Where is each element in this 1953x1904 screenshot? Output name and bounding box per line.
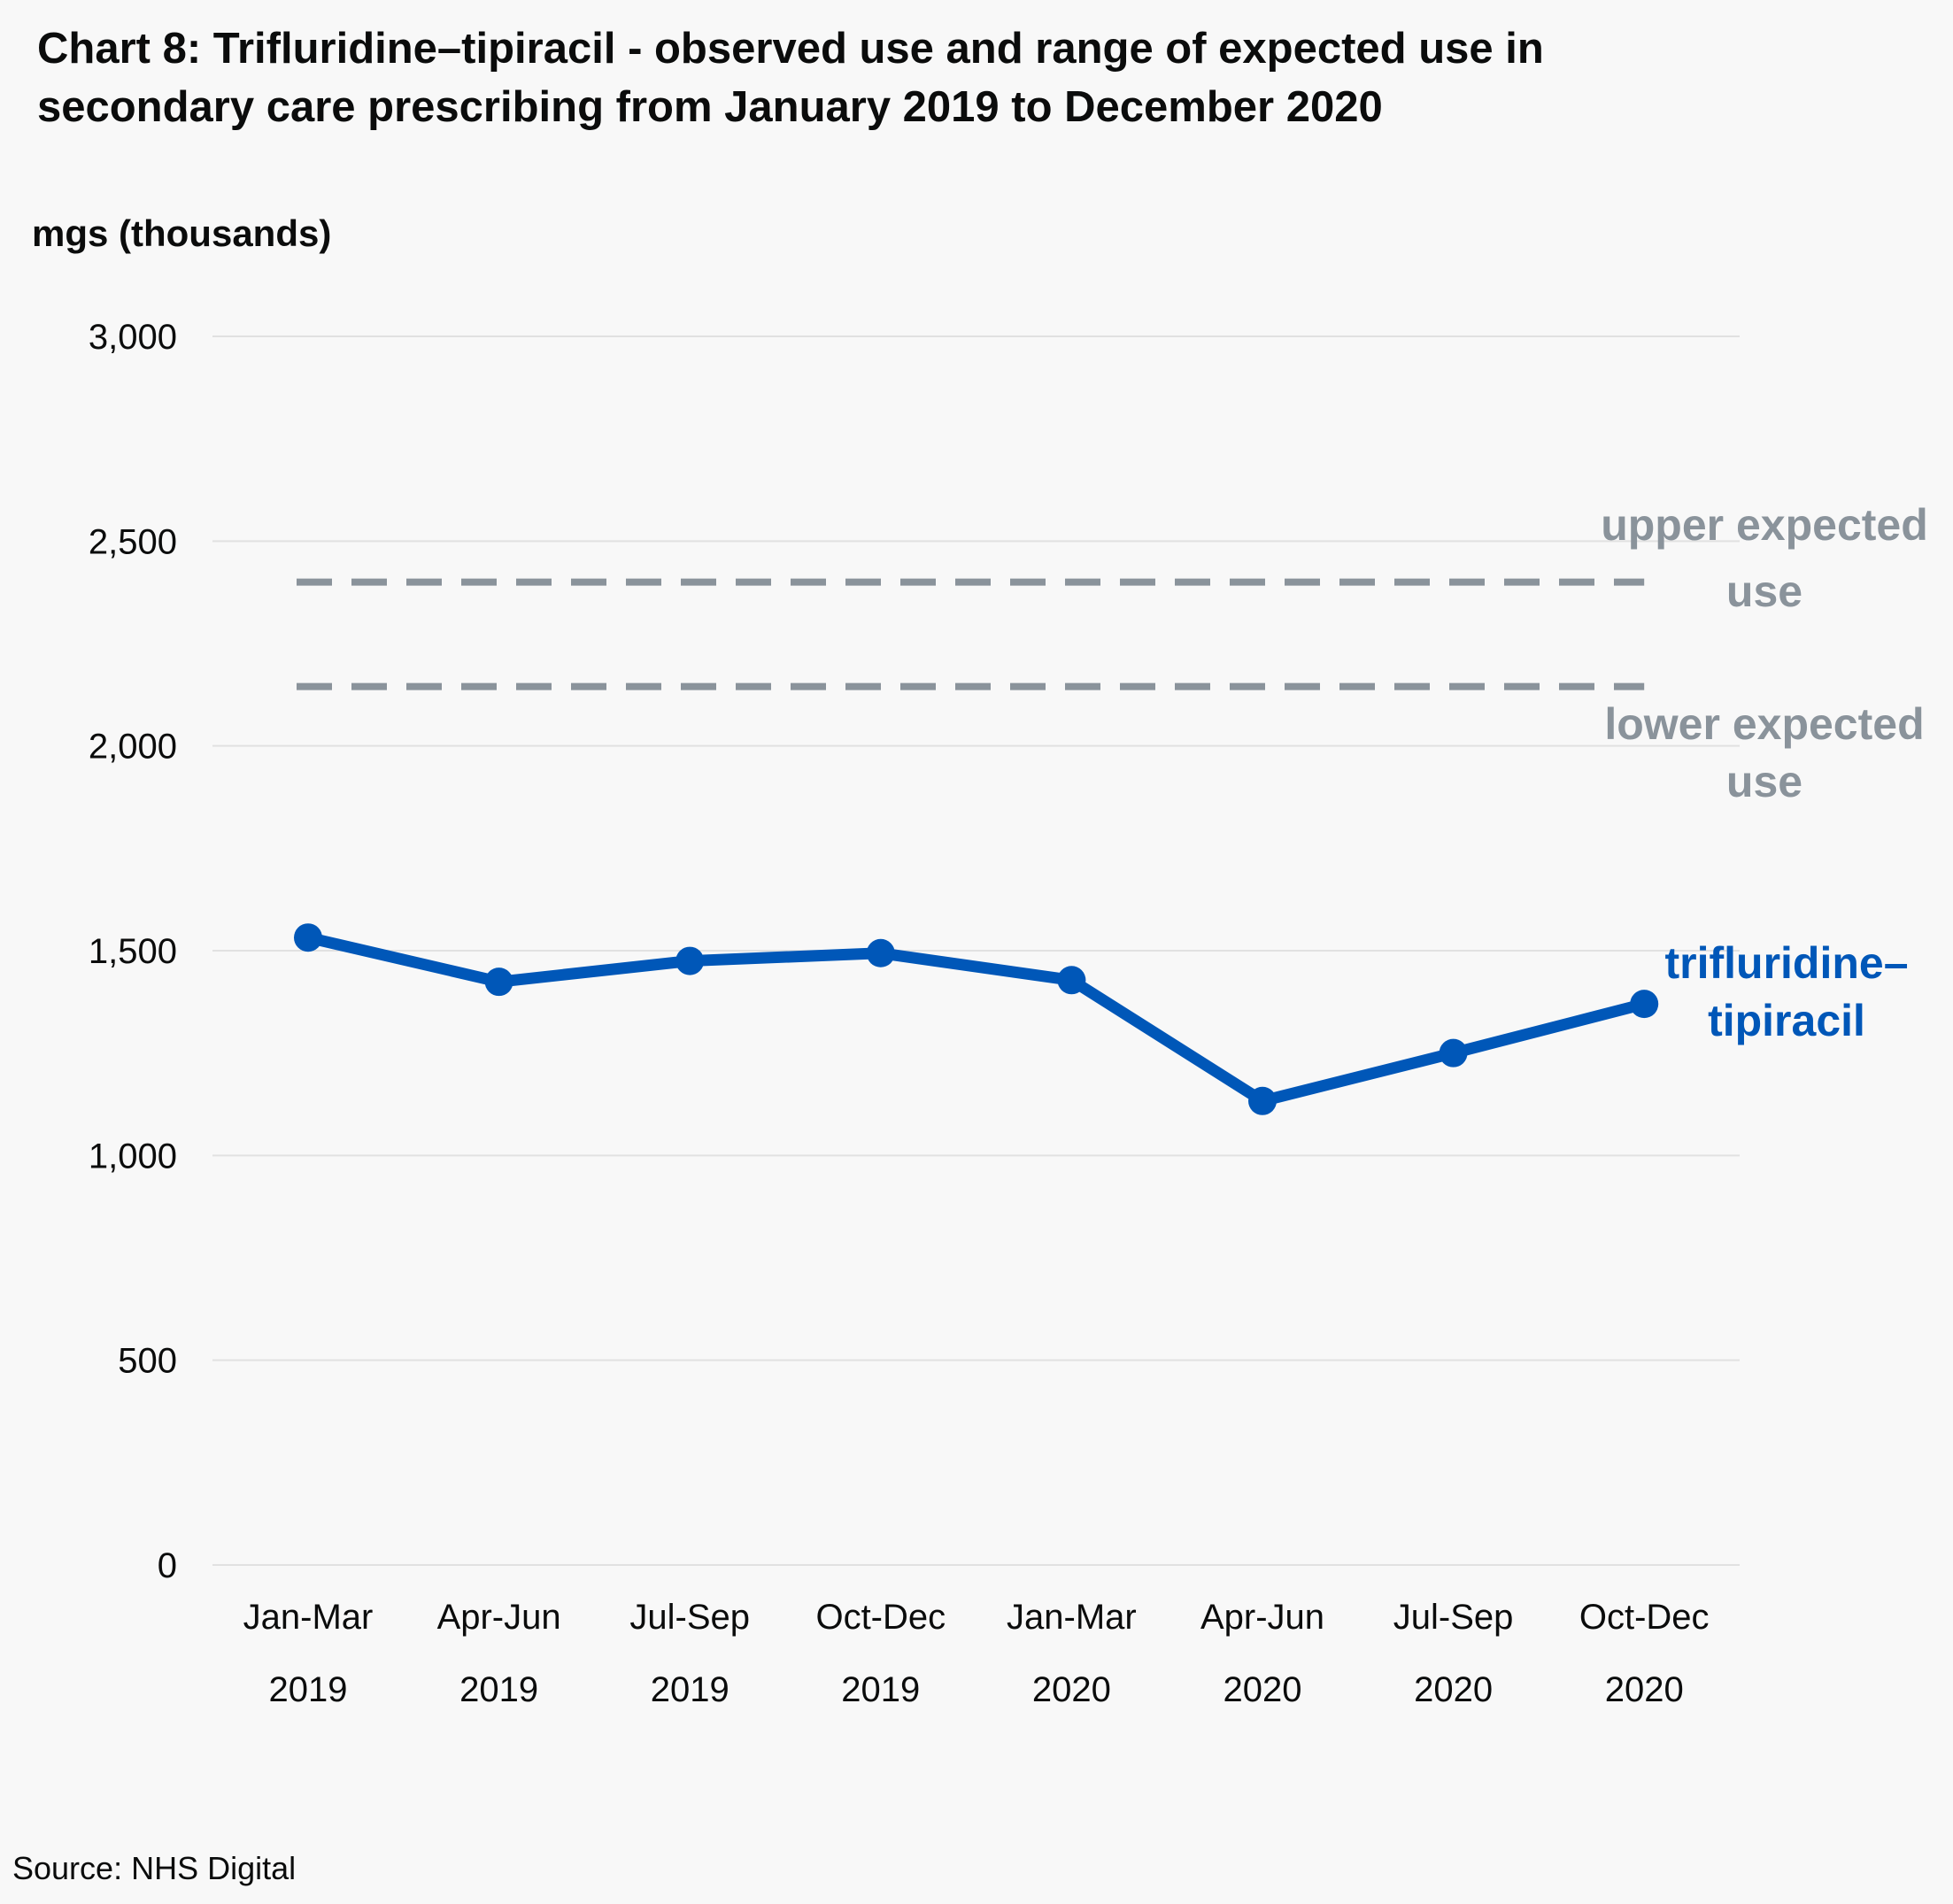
reference-line-label: upper expected — [1601, 500, 1928, 550]
x-tick-label-year: 2019 — [269, 1670, 348, 1709]
x-tick-label-year: 2020 — [1605, 1670, 1684, 1709]
series-trifluridine-tipiracil: trifluridine– tipiracil — [294, 923, 1909, 1115]
data-point — [1439, 1038, 1468, 1068]
y-tick-labels: 0 500 1,000 1,500 2,000 2,500 3,000 — [89, 318, 177, 1585]
x-tick-label-period: Oct-Dec — [815, 1598, 946, 1637]
reference-line-label: lower expected — [1604, 699, 1924, 749]
data-point — [1630, 990, 1659, 1019]
reference-line-label: use — [1726, 757, 1802, 806]
chart-title-line-1: Chart 8: Trifluridine–tipiracil - observ… — [37, 25, 1544, 73]
series-line — [306, 931, 1646, 1107]
x-tick-label-period: Oct-Dec — [1579, 1598, 1710, 1637]
x-tick-label-year: 2020 — [1224, 1670, 1302, 1709]
y-axis-label: mgs (thousands) — [32, 212, 331, 254]
x-tick-label-period: Apr-Jun — [437, 1598, 561, 1637]
y-tick-label: 2,000 — [89, 728, 177, 767]
y-tick-label: 2,500 — [89, 522, 177, 561]
data-point — [1248, 1086, 1277, 1115]
y-tick-label: 500 — [118, 1342, 177, 1381]
chart-title: Chart 8: Trifluridine–tipiracil - observ… — [37, 19, 1808, 136]
x-tick-label-year: 2020 — [1032, 1670, 1111, 1709]
y-tick-label: 0 — [158, 1546, 177, 1585]
x-tick-labels: Jan-Mar 2019 Apr-Jun 2019 Jul-Sep 2019 Oct-Dec… — [243, 1598, 1710, 1709]
gridlines — [212, 335, 1740, 1566]
y-tick-label: 1,500 — [89, 932, 177, 971]
x-tick-label-year: 2020 — [1414, 1670, 1493, 1709]
source-note: Source: NHS Digital — [12, 1850, 297, 1886]
y-tick-label: 3,000 — [89, 318, 177, 357]
expected-use-lines: upper expected use lower expected use — [297, 500, 1928, 806]
x-tick-label-period: Jan-Mar — [1007, 1598, 1137, 1637]
series-label: trifluridine– — [1664, 938, 1908, 988]
x-tick-label-period: Apr-Jun — [1200, 1598, 1324, 1637]
data-point — [675, 946, 705, 975]
x-tick-label-period: Jul-Sep — [1393, 1598, 1514, 1637]
x-tick-label-period: Jan-Mar — [243, 1598, 374, 1637]
x-tick-label-year: 2019 — [651, 1670, 729, 1709]
data-point — [866, 938, 895, 967]
x-tick-label-period: Jul-Sep — [629, 1598, 750, 1637]
data-point — [484, 967, 513, 997]
x-tick-label-year: 2019 — [841, 1670, 920, 1709]
y-tick-label: 1,000 — [89, 1137, 177, 1176]
chart-title-line-2: secondary care prescribing from January … — [37, 83, 1383, 131]
data-point — [1057, 966, 1086, 995]
data-point — [294, 923, 322, 952]
series-label: tipiracil — [1708, 996, 1865, 1045]
x-tick-label-year: 2019 — [459, 1670, 538, 1709]
reference-line-label: use — [1726, 567, 1802, 616]
